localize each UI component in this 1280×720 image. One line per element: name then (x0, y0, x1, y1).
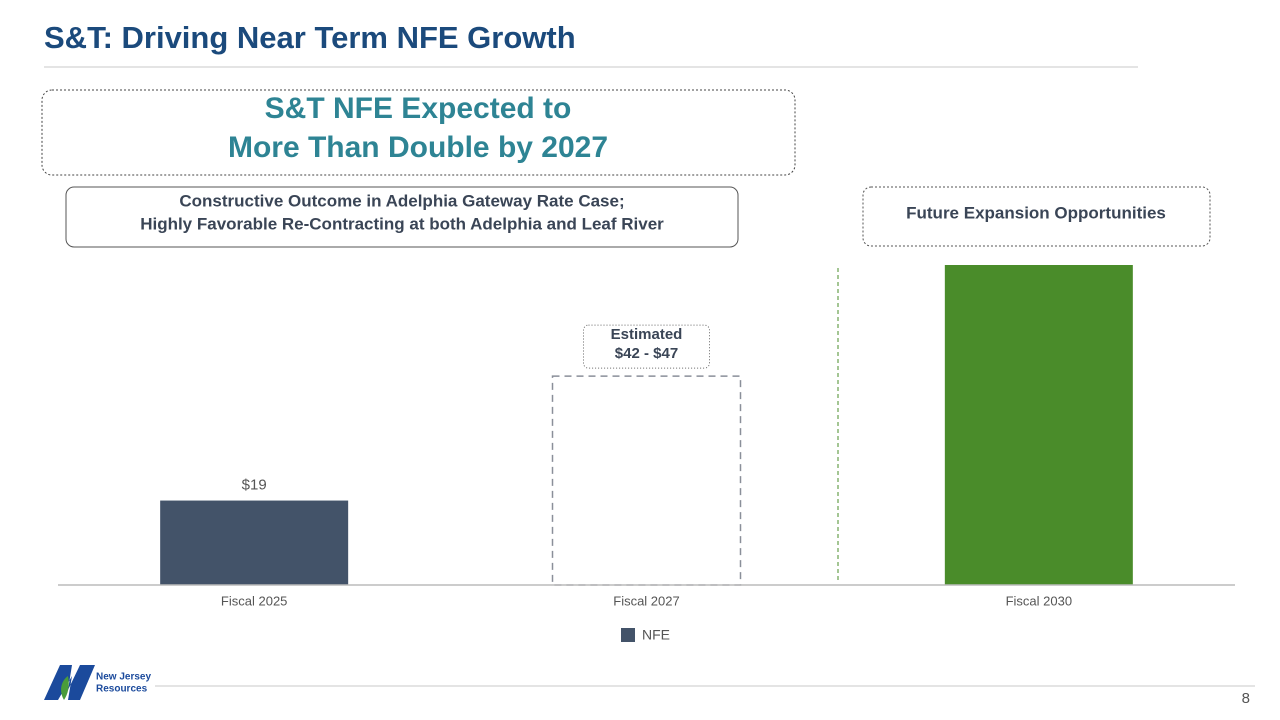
x-tick-label: Fiscal 2030 (1006, 593, 1072, 608)
logo: New Jersey Resources (44, 665, 151, 700)
x-tick-label: Fiscal 2025 (221, 593, 287, 608)
bar (160, 500, 349, 585)
x-tick-label: Fiscal 2027 (613, 593, 679, 608)
bar (551, 375, 742, 586)
logo-mark (44, 665, 95, 700)
data-label: $42 - $47 (615, 345, 678, 362)
callout-text: Future Expansion Opportunities (906, 203, 1166, 222)
headline-line: More Than Double by 2027 (228, 131, 608, 164)
headline-box (41, 89, 796, 176)
callout-box (862, 186, 1211, 247)
headline-line: S&T NFE Expected to (265, 92, 572, 125)
page-number: 8 (1242, 690, 1250, 707)
data-label: $19 (242, 477, 267, 494)
annotation: Estimated (611, 326, 683, 343)
annotation-box (583, 324, 710, 369)
legend-label: NFE (642, 627, 670, 643)
callout-text: Constructive Outcome in Adelphia Gateway… (179, 191, 624, 210)
legend-swatch (621, 628, 635, 642)
logo-leaf (61, 676, 69, 700)
bar (944, 265, 1133, 585)
callout-text: Highly Favorable Re-Contracting at both … (140, 214, 664, 233)
slide-title: S&T: Driving Near Term NFE Growth (44, 20, 576, 55)
logo-text: New Jersey (96, 672, 151, 683)
callout-box (65, 186, 739, 248)
chart: Fiscal 2025 $19 Fiscal 2027 Estimated $42 - … (58, 265, 1235, 643)
logo-text: Resources (96, 684, 148, 695)
